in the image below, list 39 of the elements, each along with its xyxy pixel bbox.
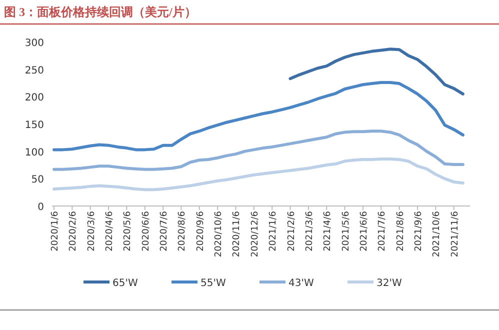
x-tick-label: 2021/11/6 (450, 210, 460, 258)
y-tick-label: 200 (24, 92, 44, 104)
x-tick-label: 2021/1/6 (268, 210, 279, 252)
x-tick-label: 2020/5/6 (123, 210, 134, 252)
x-tick-label: 2020/8/6 (178, 210, 188, 252)
legend-label: 55'W (200, 278, 226, 289)
x-tick-label: 2020/4/6 (105, 210, 116, 252)
x-tick-label: 2020/3/6 (86, 210, 97, 252)
x-tick-label: 2021/8/6 (396, 210, 406, 252)
x-tick-label: 2021/7/6 (378, 210, 388, 252)
x-tick-label: 2020/10/6 (214, 210, 224, 258)
y-tick-label: 250 (24, 65, 44, 76)
x-tick-label: 2020/7/6 (160, 210, 170, 252)
x-tick-label: 2021/3/6 (304, 210, 315, 252)
y-tick-label: 50 (31, 174, 44, 186)
y-tick-label: 300 (24, 38, 44, 49)
x-tick-label: 2020/9/6 (196, 210, 206, 252)
line-series (288, 48, 464, 96)
line-series (52, 130, 464, 171)
y-tick-label: 0 (38, 202, 44, 213)
legend-label: 65'W (112, 278, 138, 289)
line-series (52, 157, 464, 192)
x-tick-label: 2021/2/6 (286, 210, 297, 252)
y-tick-label: 100 (24, 147, 44, 158)
x-tick-label: 2020/6/6 (141, 210, 152, 252)
x-tick-label: 2021/10/6 (432, 210, 442, 258)
x-tick-label: 2021/4/6 (323, 210, 334, 252)
x-tick-label: 2021/5/6 (341, 210, 352, 252)
x-tick-label: 2021/6/6 (359, 210, 370, 252)
legend-label: 32'W (376, 278, 402, 289)
legend-label: 43'W (288, 278, 314, 289)
line-series (52, 80, 464, 152)
x-tick-label: 2020/12/6 (250, 210, 260, 258)
x-tick-label: 2020/11/6 (232, 210, 242, 258)
y-tick-label: 150 (24, 120, 44, 131)
chart-title: 图 3：面板价格持续回调（美元/片） (4, 5, 196, 19)
x-tick-label: 2020/2/6 (68, 210, 79, 252)
x-tick-label: 2021/9/6 (414, 210, 424, 252)
x-tick-label: 2020/1/6 (50, 210, 60, 252)
